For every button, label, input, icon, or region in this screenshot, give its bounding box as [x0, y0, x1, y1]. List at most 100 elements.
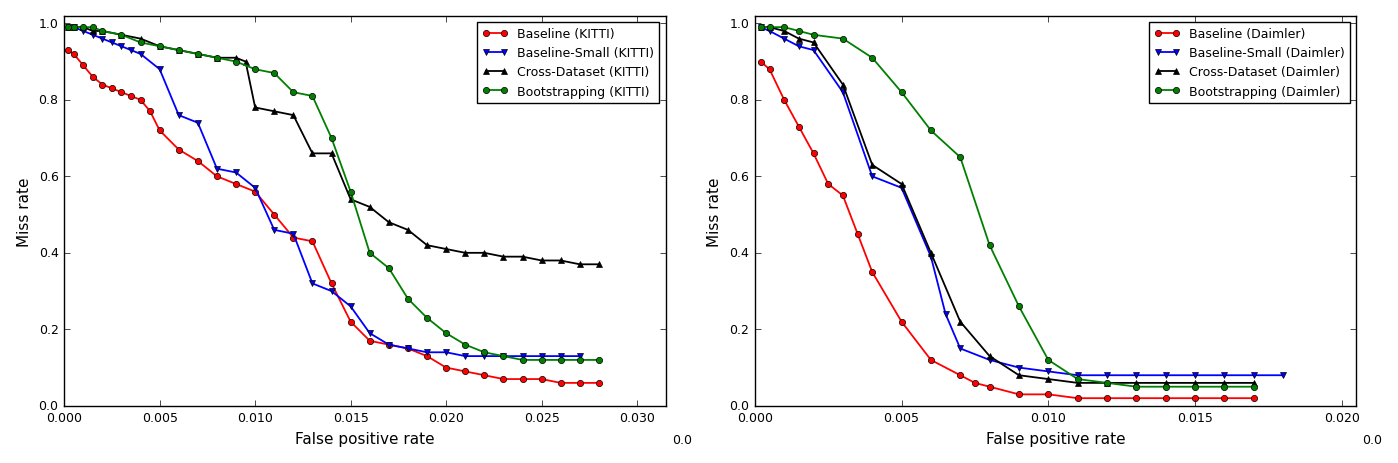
Cross-Dataset (KITTI): [533, 258, 549, 264]
Bootstrapping (Daimler): [893, 90, 910, 96]
Baseline-Small (KITTI): [303, 281, 320, 287]
Baseline (KITTI): [361, 338, 377, 344]
Baseline-Small (KITTI): [418, 350, 435, 355]
Baseline (KITTI): [60, 48, 77, 54]
Baseline-Small (KITTI): [475, 354, 492, 359]
Baseline-Small (KITTI): [84, 33, 101, 38]
Baseline (KITTI): [94, 82, 110, 88]
Bootstrapping (Daimler): [1069, 376, 1086, 382]
Cross-Dataset (KITTI): [590, 262, 607, 268]
Y-axis label: Miss rate: Miss rate: [707, 176, 723, 246]
Baseline-Small (KITTI): [190, 121, 207, 126]
Baseline (KITTI): [552, 380, 569, 386]
Baseline (Daimler): [1246, 395, 1262, 401]
Cross-Dataset (Daimler): [952, 319, 969, 325]
Baseline (KITTI): [133, 98, 150, 103]
Bootstrapping (KITTI): [60, 25, 77, 31]
Baseline (KITTI): [343, 319, 359, 325]
Bootstrapping (Daimler): [981, 243, 998, 249]
Baseline (Daimler): [1040, 392, 1057, 397]
Baseline-Small (KITTI): [285, 232, 302, 237]
Bootstrapping (KITTI): [400, 296, 417, 302]
Baseline-Small (KITTI): [66, 25, 82, 31]
Bootstrapping (KITTI): [514, 357, 531, 363]
Baseline-Small (KITTI): [438, 350, 454, 355]
Baseline-Small (Daimler): [835, 90, 851, 96]
Cross-Dataset (Daimler): [776, 29, 793, 35]
Baseline (KITTI): [285, 235, 302, 241]
Cross-Dataset (Daimler): [893, 182, 910, 188]
Cross-Dataset (KITTI): [400, 228, 417, 233]
Cross-Dataset (KITTI): [457, 250, 474, 256]
Baseline-Small (Daimler): [1069, 373, 1086, 378]
Bootstrapping (KITTI): [94, 29, 110, 35]
Baseline-Small (KITTI): [533, 354, 549, 359]
Baseline-Small (KITTI): [151, 67, 168, 73]
Bootstrapping (KITTI): [343, 189, 359, 195]
Bootstrapping (KITTI): [303, 94, 320, 100]
Baseline-Small (KITTI): [171, 113, 187, 119]
Baseline-Small (Daimler): [1158, 373, 1174, 378]
Cross-Dataset (Daimler): [1099, 380, 1116, 386]
Cross-Dataset (KITTI): [113, 33, 130, 38]
Bootstrapping (KITTI): [228, 60, 245, 65]
Bootstrapping (KITTI): [190, 52, 207, 57]
Baseline-Small (Daimler): [1216, 373, 1233, 378]
Cross-Dataset (Daimler): [923, 250, 939, 256]
Baseline-Small (Daimler): [1187, 373, 1204, 378]
Baseline (Daimler): [1011, 392, 1028, 397]
Legend: Baseline (Daimler), Baseline-Small (Daimler), Cross-Dataset (Daimler), Bootstrap: Baseline (Daimler), Baseline-Small (Daim…: [1149, 23, 1350, 103]
Baseline-Small (Daimler): [981, 357, 998, 363]
Baseline (KITTI): [457, 369, 474, 375]
Cross-Dataset (KITTI): [247, 106, 264, 111]
Line: Bootstrapping (Daimler): Bootstrapping (Daimler): [758, 25, 1257, 390]
Cross-Dataset (Daimler): [835, 82, 851, 88]
Cross-Dataset (Daimler): [1040, 376, 1057, 382]
Bootstrapping (KITTI): [171, 48, 187, 54]
Baseline (KITTI): [247, 189, 264, 195]
Baseline (Daimler): [1187, 395, 1204, 401]
Baseline (Daimler): [1069, 395, 1086, 401]
Bootstrapping (Daimler): [776, 25, 793, 31]
Baseline (KITTI): [84, 75, 101, 81]
Text: 0.0: 0.0: [672, 433, 692, 446]
Bootstrapping (KITTI): [533, 357, 549, 363]
Legend: Baseline (KITTI), Baseline-Small (KITTI), Cross-Dataset (KITTI), Bootstrapping (: Baseline (KITTI), Baseline-Small (KITTI)…: [478, 23, 660, 103]
Baseline-Small (Daimler): [805, 48, 822, 54]
Baseline (KITTI): [266, 213, 282, 218]
Baseline (KITTI): [590, 380, 607, 386]
X-axis label: False positive rate: False positive rate: [986, 432, 1125, 446]
Bootstrapping (Daimler): [1011, 304, 1028, 309]
Bootstrapping (KITTI): [457, 342, 474, 348]
Cross-Dataset (Daimler): [1128, 380, 1145, 386]
Cross-Dataset (Daimler): [1069, 380, 1086, 386]
Bootstrapping (KITTI): [323, 136, 340, 142]
Cross-Dataset (KITTI): [84, 29, 101, 35]
Line: Baseline (Daimler): Baseline (Daimler): [758, 59, 1257, 401]
Bootstrapping (KITTI): [247, 67, 264, 73]
Bootstrapping (Daimler): [1246, 384, 1262, 390]
Cross-Dataset (KITTI): [190, 52, 207, 57]
Baseline (KITTI): [103, 87, 120, 92]
Cross-Dataset (KITTI): [514, 254, 531, 260]
Cross-Dataset (Daimler): [981, 354, 998, 359]
Bootstrapping (KITTI): [151, 44, 168, 50]
Line: Bootstrapping (KITTI): Bootstrapping (KITTI): [64, 25, 603, 363]
Baseline (Daimler): [1158, 395, 1174, 401]
Baseline-Small (Daimler): [790, 44, 807, 50]
Baseline-Small (Daimler): [761, 29, 777, 35]
Bootstrapping (KITTI): [84, 25, 101, 31]
Cross-Dataset (Daimler): [1187, 380, 1204, 386]
Baseline-Small (KITTI): [208, 167, 225, 172]
Line: Baseline-Small (Daimler): Baseline-Small (Daimler): [758, 25, 1286, 379]
Bootstrapping (Daimler): [1216, 384, 1233, 390]
Baseline (KITTI): [151, 128, 168, 134]
Baseline (KITTI): [533, 376, 549, 382]
Baseline-Small (KITTI): [103, 41, 120, 46]
Bootstrapping (Daimler): [790, 29, 807, 35]
Bootstrapping (Daimler): [761, 25, 777, 31]
Cross-Dataset (KITTI): [438, 247, 454, 252]
Baseline (KITTI): [380, 342, 397, 348]
Baseline (KITTI): [475, 373, 492, 378]
Baseline (KITTI): [75, 63, 92, 69]
